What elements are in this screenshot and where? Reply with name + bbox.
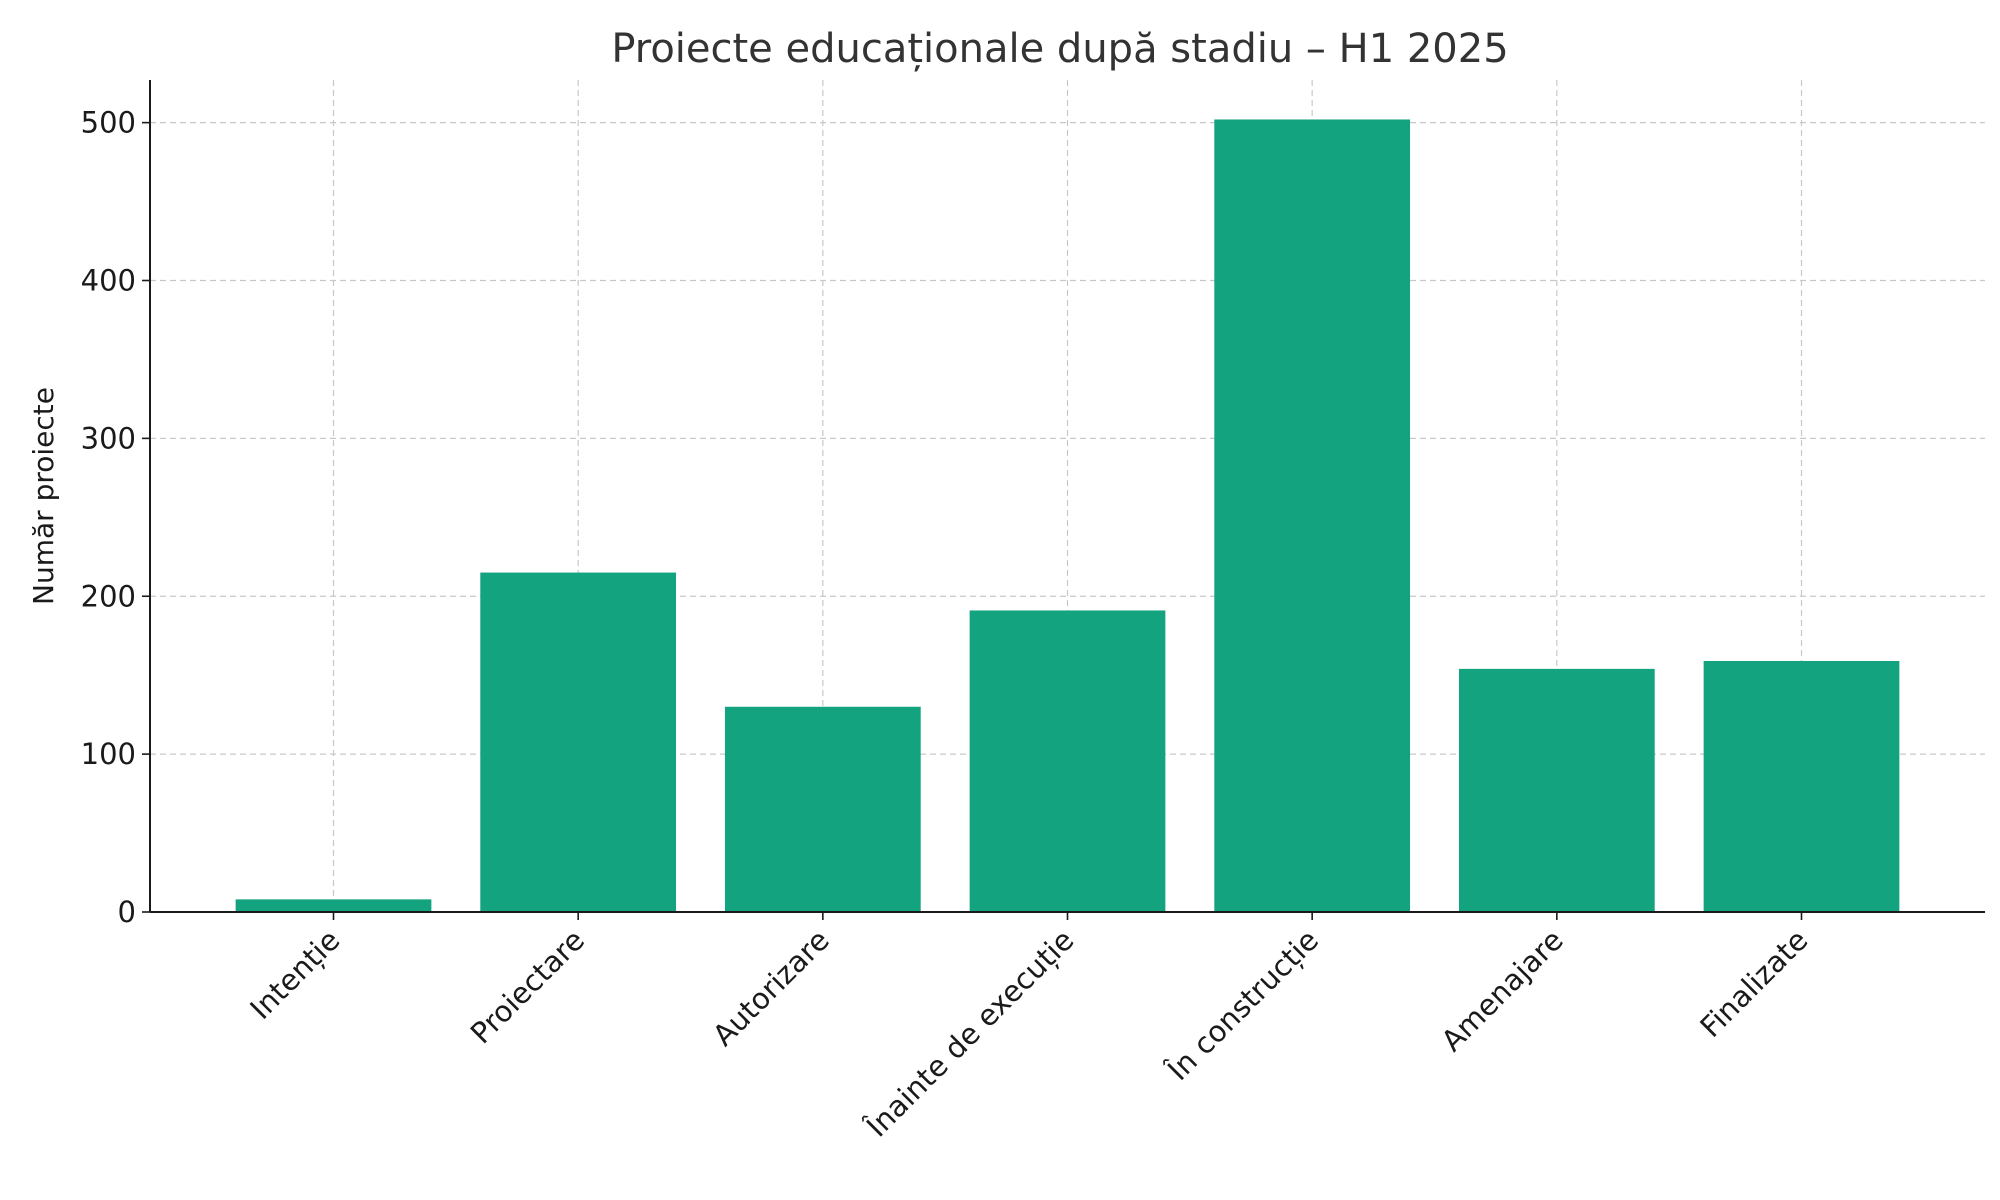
x-tick-label: Finalizate bbox=[1693, 923, 1814, 1044]
bar bbox=[969, 610, 1166, 912]
bar bbox=[1458, 668, 1655, 912]
bars bbox=[235, 119, 1900, 912]
y-tick-label: 300 bbox=[81, 421, 136, 455]
x-tick-labels: Intenție Proiectare Autorizare Înainte de e… bbox=[243, 923, 1814, 1144]
y-tick-label: 400 bbox=[81, 264, 136, 298]
x-tick-label: În construcție bbox=[1160, 923, 1325, 1088]
bar bbox=[235, 899, 432, 912]
axes bbox=[142, 80, 1985, 920]
bar bbox=[1214, 119, 1411, 912]
x-tick-label: Intenție bbox=[243, 923, 346, 1026]
y-tick-label: 100 bbox=[81, 737, 136, 771]
bar bbox=[480, 572, 677, 912]
y-tick-label: 200 bbox=[81, 579, 136, 613]
x-tick-label: Autorizare bbox=[706, 923, 836, 1053]
y-tick-label: 0 bbox=[118, 895, 136, 929]
y-tick-labels: 0 100 200 300 400 500 bbox=[81, 106, 136, 929]
bar bbox=[1703, 660, 1900, 912]
bar bbox=[724, 706, 921, 912]
y-axis-label: Număr proiecte bbox=[27, 387, 60, 605]
x-tick-label: Înainte de execuție bbox=[859, 923, 1080, 1144]
x-tick-label: Amenajare bbox=[1435, 923, 1570, 1058]
chart-title: Proiecte educaționale după stadiu – H1 2… bbox=[611, 26, 1508, 72]
x-tick-label: Proiectare bbox=[464, 923, 591, 1050]
y-tick-label: 500 bbox=[81, 106, 136, 140]
